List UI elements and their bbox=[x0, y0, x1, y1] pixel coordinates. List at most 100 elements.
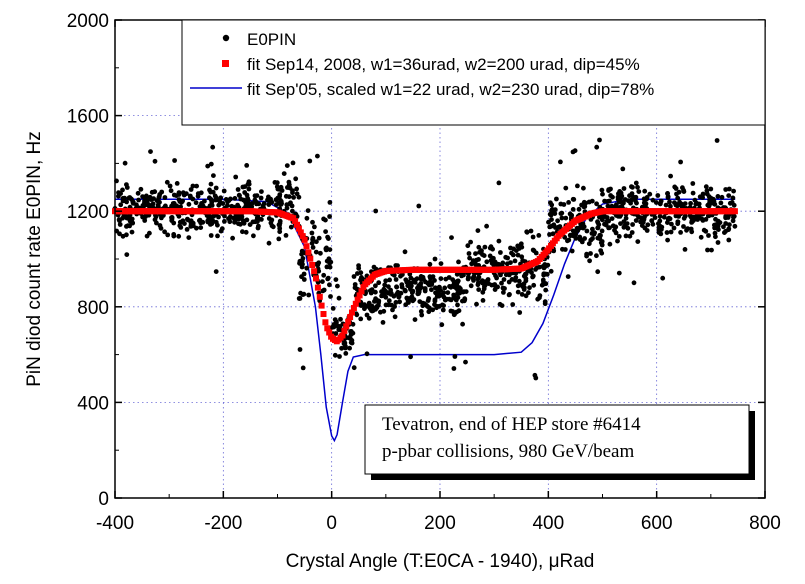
e0pin-point bbox=[615, 238, 620, 244]
e0pin-point bbox=[461, 289, 467, 294]
e0pin-point bbox=[380, 320, 386, 325]
e0pin-point bbox=[475, 282, 481, 288]
e0pin-point bbox=[519, 244, 525, 250]
e0pin-point bbox=[486, 281, 491, 286]
e0pin-point bbox=[548, 212, 554, 218]
e0pin-point bbox=[479, 278, 485, 284]
fit-sep14-marker bbox=[305, 249, 312, 256]
fit-sep14-marker bbox=[314, 284, 321, 291]
e0pin-point bbox=[129, 216, 135, 222]
e0pin-point bbox=[668, 229, 674, 235]
e0pin-point bbox=[124, 185, 130, 190]
e0pin-point bbox=[325, 275, 331, 281]
e0pin-point bbox=[522, 271, 528, 277]
e0pin-point bbox=[281, 171, 287, 177]
e0pin-point bbox=[186, 201, 192, 207]
e0pin-point bbox=[427, 261, 433, 267]
e0pin-point bbox=[675, 195, 681, 201]
e0pin-point bbox=[705, 213, 711, 219]
e0pin-point bbox=[440, 307, 446, 313]
e0pin-point bbox=[309, 240, 315, 246]
e0pin-point bbox=[351, 274, 357, 279]
e0pin-point bbox=[731, 188, 736, 194]
fit-sep14-marker bbox=[309, 262, 316, 268]
e0pin-point bbox=[374, 305, 380, 311]
e0pin-point bbox=[726, 227, 731, 233]
e0pin-point bbox=[507, 292, 512, 297]
e0pin-point bbox=[479, 248, 484, 254]
e0pin-point bbox=[664, 230, 670, 235]
e0pin-point bbox=[647, 191, 653, 197]
e0pin-point bbox=[482, 244, 488, 250]
e0pin-point bbox=[343, 351, 349, 356]
e0pin-point bbox=[678, 202, 683, 208]
e0pin-point bbox=[356, 263, 361, 268]
e0pin-point bbox=[484, 223, 489, 229]
e0pin-point bbox=[318, 250, 323, 256]
e0pin-point bbox=[589, 198, 595, 204]
e0pin-point bbox=[438, 276, 444, 281]
e0pin-point bbox=[120, 187, 125, 193]
e0pin-point bbox=[208, 233, 214, 238]
e0pin-point bbox=[705, 202, 711, 208]
fit-sep14-marker bbox=[352, 300, 359, 307]
e0pin-point bbox=[590, 226, 595, 232]
e0pin-point bbox=[617, 189, 623, 194]
e0pin-point bbox=[157, 199, 162, 205]
e0pin-point bbox=[473, 251, 478, 256]
e0pin-point bbox=[556, 224, 561, 230]
e0pin-point bbox=[168, 188, 174, 194]
e0pin-point bbox=[351, 365, 357, 371]
e0pin-point bbox=[301, 271, 307, 277]
e0pin-point bbox=[215, 222, 220, 228]
e0pin-point bbox=[526, 290, 531, 296]
e0pin-point bbox=[148, 149, 153, 155]
x-tick-label: 200 bbox=[424, 513, 456, 534]
e0pin-point bbox=[665, 217, 671, 222]
annotation: Tevatron, end of HEP store #6414 p-pbar … bbox=[364, 404, 755, 480]
y-axis-title: PiN diod count rate E0PIN, Hz bbox=[24, 131, 45, 387]
e0pin-point bbox=[269, 223, 275, 229]
e0pin-point bbox=[404, 295, 410, 301]
e0pin-point bbox=[381, 293, 387, 298]
e0pin-point bbox=[197, 218, 202, 224]
e0pin-point bbox=[116, 193, 121, 199]
e0pin-point bbox=[209, 221, 215, 227]
e0pin-point bbox=[338, 316, 343, 322]
e0pin-point bbox=[419, 312, 425, 318]
e0pin-point bbox=[563, 185, 569, 191]
e0pin-point bbox=[335, 283, 340, 289]
e0pin-point bbox=[597, 232, 603, 238]
e0pin-point bbox=[284, 202, 290, 208]
e0pin-point bbox=[673, 202, 679, 207]
e0pin-point bbox=[432, 256, 438, 262]
e0pin-point bbox=[227, 217, 232, 222]
e0pin-point bbox=[650, 197, 656, 203]
e0pin-point bbox=[726, 237, 732, 243]
e0pin-point bbox=[480, 298, 486, 303]
e0pin-point bbox=[142, 200, 147, 206]
e0pin-point bbox=[241, 197, 246, 203]
e0pin-point bbox=[208, 161, 214, 167]
e0pin-point bbox=[122, 195, 127, 201]
y-tick-label: 1600 bbox=[67, 107, 109, 128]
e0pin-point bbox=[259, 217, 264, 222]
e0pin-point bbox=[299, 248, 305, 254]
e0pin-point bbox=[727, 222, 732, 228]
e0pin-point bbox=[273, 197, 279, 203]
e0pin-point bbox=[441, 294, 447, 300]
e0pin-point bbox=[249, 204, 255, 210]
e0pin-point bbox=[337, 354, 342, 359]
e0pin-point bbox=[527, 285, 532, 291]
e0pin-point bbox=[668, 203, 673, 209]
fit-sep14-marker bbox=[349, 309, 355, 316]
e0pin-point bbox=[671, 225, 677, 231]
e0pin-point bbox=[519, 254, 525, 260]
e0pin-point bbox=[297, 260, 302, 266]
e0pin-point bbox=[500, 260, 506, 266]
e0pin-point bbox=[348, 340, 354, 345]
e0pin-point bbox=[597, 214, 602, 220]
e0pin-point bbox=[599, 250, 605, 256]
